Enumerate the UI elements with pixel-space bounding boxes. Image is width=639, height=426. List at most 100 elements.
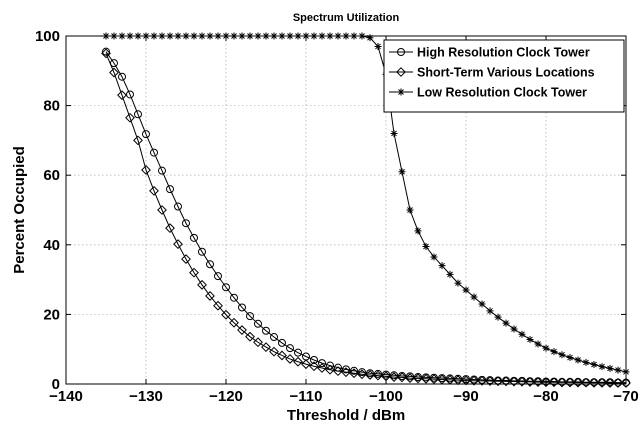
- circle-marker: [222, 283, 230, 292]
- circle-marker: [270, 333, 278, 342]
- diamond-marker: [389, 372, 399, 382]
- circle-marker: [118, 72, 126, 81]
- circle-marker: [126, 90, 134, 99]
- x-tick-label: −120: [209, 388, 243, 405]
- legend-label: Low Resolution Clock Tower: [417, 86, 587, 100]
- asterisk-marker: [614, 366, 622, 374]
- asterisk-marker: [374, 42, 382, 50]
- diamond-marker: [517, 376, 527, 387]
- diamond-marker: [349, 368, 359, 379]
- circle-marker: [230, 293, 238, 302]
- circle-marker: [366, 369, 374, 378]
- ticks: −140 −130 −120 −110 −100 −90 −80 −70 0 20 40 60 80 10…: [35, 28, 639, 405]
- legend-item: Short-Term Various Locations: [389, 66, 595, 80]
- diamond-marker: [581, 377, 591, 388]
- diamond-marker: [157, 205, 167, 215]
- y-tick-label: 40: [43, 237, 60, 254]
- diamond-marker: [181, 254, 191, 264]
- diamond-marker: [141, 165, 151, 175]
- diamond-marker: [501, 376, 511, 387]
- asterisk-marker: [582, 358, 590, 366]
- diamond-marker: [221, 309, 231, 320]
- legend-label: High Resolution Clock Tower: [417, 46, 590, 60]
- diamond-marker: [589, 377, 599, 388]
- diamond-marker: [197, 279, 207, 290]
- asterisk-marker: [590, 361, 598, 369]
- diamond-marker: [309, 361, 319, 372]
- diamond-marker: [237, 325, 247, 335]
- asterisk-marker: [478, 300, 486, 308]
- circle-marker: [406, 372, 414, 381]
- circle-marker: [238, 303, 246, 312]
- diamond-marker: [253, 337, 263, 348]
- diamond-marker: [173, 239, 183, 250]
- circle-marker: [390, 371, 398, 380]
- asterisk-marker: [430, 253, 438, 261]
- circle-marker: [262, 326, 270, 335]
- asterisk-marker: [422, 243, 430, 251]
- diamond-marker: [565, 377, 575, 388]
- diamond-marker: [605, 378, 615, 388]
- legend: High Resolution Clock Tower Short-Term Va…: [383, 39, 625, 113]
- chart-title: Spectrum Utilization: [293, 12, 400, 24]
- diamond-marker: [405, 373, 415, 383]
- legend-box: [383, 39, 625, 113]
- circle-marker: [358, 368, 366, 377]
- diamond-marker: [245, 331, 255, 342]
- asterisk-marker: [390, 129, 398, 137]
- diamond-marker: [357, 369, 367, 380]
- x-tick-label: −100: [369, 388, 403, 405]
- x-tick-label: −90: [453, 388, 478, 405]
- x-tick-label: −130: [129, 388, 163, 405]
- asterisk-marker: [534, 340, 542, 348]
- diamond-marker: [261, 342, 271, 353]
- legend-label: Short-Term Various Locations: [417, 66, 595, 80]
- circle-marker: [206, 260, 214, 269]
- asterisk-marker: [486, 307, 494, 315]
- diamond-marker: [509, 376, 519, 387]
- diamond-marker: [493, 376, 503, 387]
- diamond-marker: [365, 370, 375, 380]
- circle-marker: [318, 359, 326, 368]
- asterisk-marker: [366, 34, 374, 42]
- x-tick-label: −140: [49, 388, 83, 405]
- x-tick-label: −70: [613, 388, 638, 405]
- y-tick-label: 60: [43, 167, 60, 184]
- circle-marker: [326, 361, 334, 370]
- circle-marker: [214, 272, 222, 281]
- diamond-marker: [421, 373, 431, 384]
- diamond-marker: [117, 90, 127, 101]
- x-axis-title: Threshold / dBm: [287, 407, 405, 424]
- asterisk-marker: [462, 286, 470, 294]
- asterisk-marker: [406, 206, 414, 214]
- grid: [66, 36, 626, 384]
- diamond-marker: [397, 372, 407, 383]
- asterisk-marker: [398, 168, 406, 176]
- diamond-marker: [189, 267, 199, 278]
- diamond-marker: [301, 359, 311, 370]
- circle-marker: [166, 185, 174, 194]
- asterisk-marker: [502, 319, 510, 327]
- circle-marker: [174, 202, 182, 211]
- asterisk-marker: [526, 335, 534, 343]
- asterisk-marker: [566, 354, 574, 362]
- circle-marker: [158, 166, 166, 175]
- circle-marker: [350, 366, 358, 375]
- y-tick-label: 0: [52, 376, 60, 393]
- diamond-marker: [485, 376, 495, 386]
- diamond-marker: [533, 377, 543, 387]
- diamond-marker: [341, 367, 351, 378]
- diamond-marker: [269, 346, 279, 357]
- circle-marker: [134, 110, 142, 119]
- asterisk-marker: [574, 356, 582, 364]
- x-tick-label: −110: [290, 388, 323, 405]
- series-1: [101, 48, 631, 388]
- asterisk-marker: [550, 348, 558, 356]
- circle-marker: [246, 312, 254, 321]
- diamond-marker: [549, 377, 559, 388]
- diamond-marker: [317, 363, 327, 373]
- circle-marker: [278, 338, 286, 347]
- diamond-marker: [125, 112, 135, 123]
- diamond-marker: [293, 356, 303, 367]
